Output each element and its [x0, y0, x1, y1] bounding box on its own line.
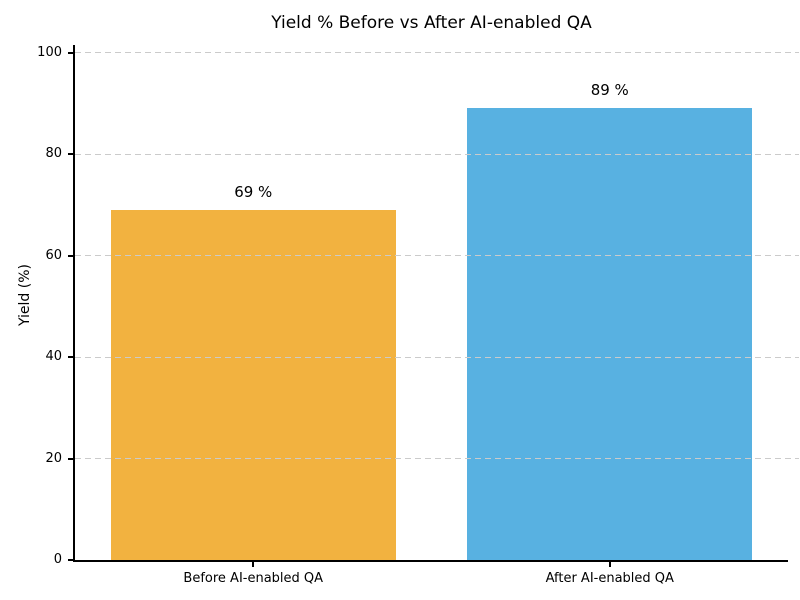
gridline: [75, 52, 799, 54]
x-tick-mark: [252, 560, 255, 567]
y-tick-mark: [68, 457, 75, 460]
y-tick-mark: [68, 51, 75, 54]
y-tick-label: 0: [53, 552, 62, 567]
gridline: [75, 255, 799, 257]
bar: [110, 209, 396, 560]
y-tick-label: 20: [45, 450, 62, 466]
bar: [467, 108, 753, 560]
chart-title: Yield % Before vs After AI-enabled QA: [271, 13, 592, 33]
y-tick-label: 80: [45, 146, 62, 162]
y-tick-mark: [68, 153, 75, 156]
gridline: [75, 153, 799, 155]
y-tick-mark: [68, 559, 75, 561]
y-tick-mark: [68, 356, 75, 359]
x-tick-label: Before AI-enabled QA: [183, 571, 324, 586]
bar-value-label: 89 %: [590, 81, 629, 100]
y-tick-label: 60: [45, 247, 62, 263]
bar-value-label: 69 %: [234, 182, 273, 201]
y-tick-label: 40: [45, 349, 62, 365]
x-tick-mark: [608, 560, 611, 567]
gridline: [75, 356, 799, 358]
gridline: [75, 458, 799, 460]
x-axis-line: [73, 560, 788, 562]
x-tick-label: After AI-enabled QA: [545, 571, 674, 586]
y-axis-line: [73, 45, 75, 562]
y-tick-label: 100: [37, 44, 62, 60]
y-tick-mark: [68, 254, 75, 257]
y-axis-label: Yield (%): [17, 263, 33, 327]
